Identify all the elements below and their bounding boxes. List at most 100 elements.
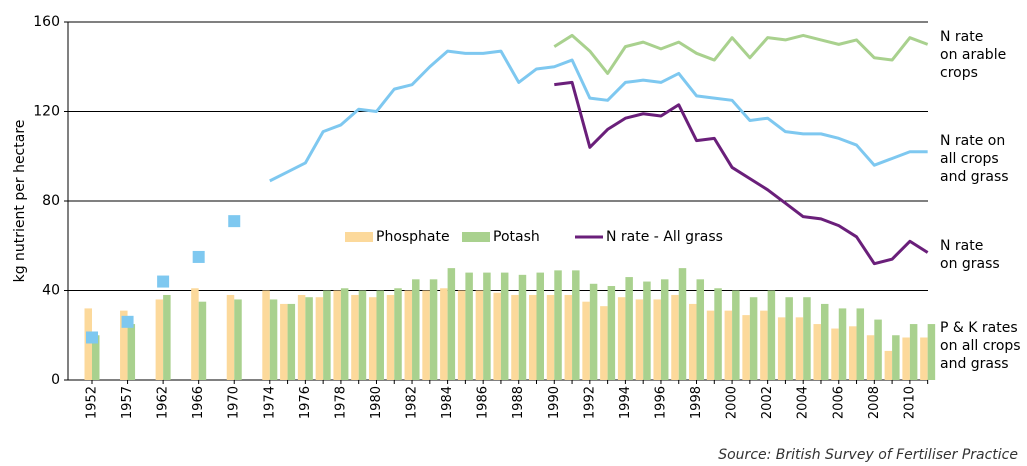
x-tick-label: 2000 bbox=[725, 386, 740, 419]
bar bbox=[368, 297, 377, 380]
marker bbox=[157, 275, 170, 288]
legend-label: N rate - All grass bbox=[606, 229, 723, 245]
bar bbox=[849, 326, 857, 380]
x-tick-label: 2006 bbox=[831, 386, 846, 419]
x-tick-label: 1998 bbox=[689, 386, 704, 419]
bar bbox=[340, 288, 349, 380]
x-tick-label: 2010 bbox=[902, 386, 917, 419]
bar bbox=[795, 317, 804, 380]
bar bbox=[909, 324, 918, 380]
bar bbox=[198, 301, 207, 380]
x-tick-label: 1970 bbox=[227, 386, 242, 419]
bar bbox=[866, 335, 875, 380]
bar bbox=[689, 303, 697, 380]
bar bbox=[617, 297, 626, 380]
bar bbox=[127, 324, 136, 380]
x-tick-label: 1990 bbox=[547, 386, 562, 419]
bar bbox=[465, 272, 473, 380]
bar bbox=[394, 288, 402, 380]
bar bbox=[376, 290, 384, 380]
x-tick-label: 2008 bbox=[867, 386, 882, 419]
bar bbox=[483, 272, 491, 380]
bar bbox=[582, 301, 590, 380]
bar bbox=[457, 290, 466, 380]
x-tick-label: 1986 bbox=[476, 386, 491, 419]
legend-label: Phosphate bbox=[376, 229, 450, 245]
bar bbox=[820, 303, 829, 380]
bar bbox=[429, 279, 438, 380]
bar bbox=[884, 350, 893, 380]
bar bbox=[874, 319, 882, 380]
bar bbox=[742, 315, 750, 380]
bar bbox=[572, 270, 580, 380]
bar bbox=[838, 308, 847, 380]
bar bbox=[600, 306, 608, 380]
bar bbox=[315, 297, 324, 380]
bar bbox=[404, 290, 413, 380]
bar bbox=[706, 310, 715, 380]
bar bbox=[892, 335, 900, 380]
y-tick-label: 160 bbox=[33, 14, 60, 30]
bar bbox=[120, 310, 128, 380]
bar bbox=[671, 294, 679, 380]
bar bbox=[920, 337, 928, 380]
x-tick-label: 1974 bbox=[262, 386, 277, 419]
x-tick-label: 1978 bbox=[333, 386, 348, 419]
x-tick-label: 1994 bbox=[618, 386, 633, 419]
annotation: N rate bbox=[940, 29, 983, 45]
x-tick-label: 2004 bbox=[796, 386, 811, 419]
bar bbox=[625, 277, 633, 380]
y-tick-label: 80 bbox=[42, 193, 60, 209]
bar bbox=[589, 283, 598, 380]
bar bbox=[386, 294, 395, 380]
bar bbox=[412, 279, 420, 380]
bar bbox=[226, 294, 235, 380]
bar bbox=[536, 272, 544, 380]
x-tick-label: 1957 bbox=[120, 386, 135, 419]
bar bbox=[831, 328, 839, 380]
bar bbox=[262, 290, 270, 380]
bar bbox=[564, 294, 573, 380]
x-tick-label: 1976 bbox=[298, 386, 313, 419]
y-tick-label: 120 bbox=[33, 104, 60, 120]
bar bbox=[803, 297, 811, 380]
x-tick-label: 1962 bbox=[156, 386, 171, 419]
x-tick-label: 1992 bbox=[582, 386, 597, 419]
annotation: N rate on bbox=[940, 133, 1005, 149]
marker bbox=[228, 215, 241, 228]
bar bbox=[653, 299, 661, 380]
line bbox=[554, 80, 929, 266]
bar bbox=[767, 290, 776, 380]
bar bbox=[297, 294, 306, 380]
legend-swatch bbox=[345, 232, 373, 242]
bar bbox=[856, 308, 865, 380]
annotation: and grass bbox=[940, 169, 1009, 185]
marker bbox=[121, 315, 134, 328]
annotation: all crops bbox=[940, 151, 999, 167]
annotation: crops bbox=[940, 65, 978, 81]
bar bbox=[529, 294, 537, 380]
bar bbox=[500, 272, 509, 380]
annotation: on grass bbox=[940, 256, 1000, 272]
bar bbox=[813, 324, 821, 380]
bar bbox=[269, 299, 278, 380]
bar bbox=[163, 294, 171, 380]
bar bbox=[785, 297, 793, 380]
bar bbox=[440, 288, 448, 380]
bar bbox=[475, 290, 484, 380]
x-tick-label: 1988 bbox=[511, 386, 526, 419]
bar bbox=[696, 279, 705, 380]
x-tick-label: 1966 bbox=[191, 386, 206, 419]
bar bbox=[493, 292, 501, 380]
bar bbox=[714, 288, 722, 380]
legend-label: Potash bbox=[493, 229, 540, 245]
bar bbox=[554, 270, 562, 380]
bar bbox=[643, 281, 651, 380]
y-tick-label: 0 bbox=[51, 372, 60, 388]
bar bbox=[323, 290, 331, 380]
bar bbox=[234, 299, 242, 380]
bar bbox=[84, 308, 92, 380]
x-tick-label: 1982 bbox=[405, 386, 420, 419]
